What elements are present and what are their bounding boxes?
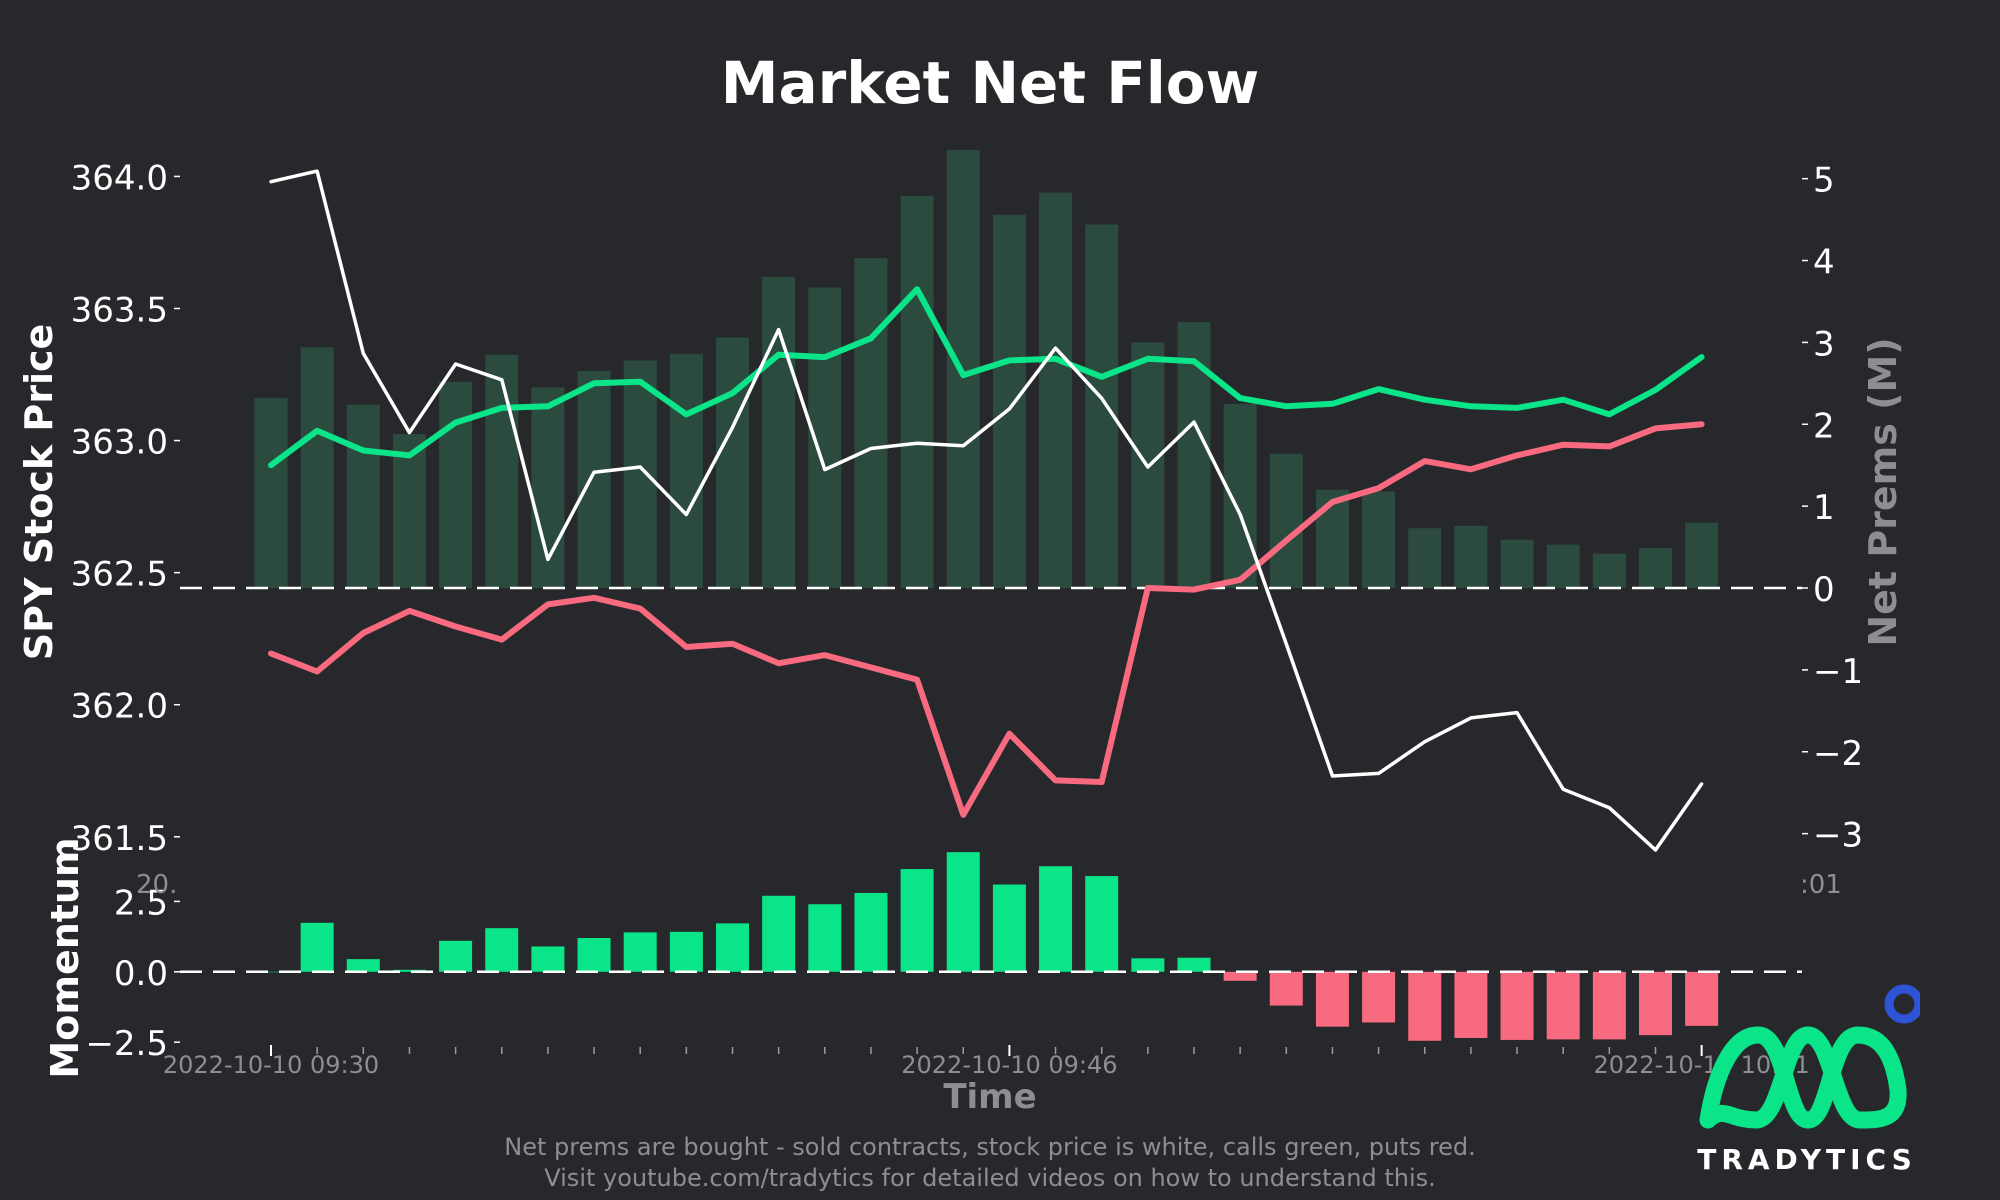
momentum-bars	[254, 852, 1719, 1041]
net-prems-bar	[439, 381, 473, 589]
price-tick-label: 363.0	[71, 423, 168, 463]
momentum-bar	[300, 922, 334, 972]
momentum-bar	[716, 923, 749, 972]
net-prems-bar	[1039, 192, 1073, 589]
momentum-bar	[1408, 971, 1442, 1041]
prems-tick-label: 0	[1813, 570, 1835, 610]
net-prems-bar	[854, 258, 888, 589]
net-prems-bar	[346, 404, 380, 589]
momentum-bar	[346, 959, 380, 972]
momentum-bar	[439, 940, 473, 972]
momentum-bar	[669, 931, 703, 972]
prems-tick-label: −3	[1813, 816, 1863, 856]
clipped-label-right: :01	[1800, 870, 1842, 900]
x-axis-label: Time	[943, 1077, 1036, 1117]
momentum-bar	[1315, 971, 1349, 1027]
brand-name: TRADYTICS	[1697, 1143, 1917, 1176]
momentum-bar	[1500, 971, 1534, 1040]
zero-lines	[180, 586, 1802, 974]
net-prems-bar	[1546, 544, 1580, 589]
momentum-bar	[1685, 971, 1719, 1026]
momentum-bar	[1223, 971, 1257, 981]
momentum-bar	[1639, 971, 1672, 1036]
net-prems-bar	[392, 434, 426, 589]
momentum-tick-label: −2.5	[85, 1024, 168, 1064]
net-prems-bar	[1085, 224, 1119, 589]
momentum-bar	[854, 892, 888, 972]
net-prems-bar	[1223, 403, 1257, 589]
momentum-bar	[900, 869, 934, 972]
momentum-bar	[1546, 971, 1580, 1040]
footnote-line-1: Net prems are bought - sold contracts, s…	[504, 1133, 1476, 1161]
net-prems-bar	[1592, 553, 1626, 589]
momentum-bar	[762, 895, 796, 972]
net-prems-bar	[577, 371, 611, 589]
momentum-bar	[808, 904, 842, 972]
net-prems-bar	[762, 276, 796, 589]
net-prems-bar	[623, 360, 657, 589]
series-lines	[268, 169, 1705, 852]
net-prems-bar	[900, 195, 934, 589]
x-tick-label: 2022-10-10 09:30	[163, 1051, 379, 1079]
tradytics-logo-icon	[1699, 984, 1920, 1129]
net-prems-bar	[1315, 489, 1349, 589]
y-axis-label-price: SPY Stock Price	[17, 324, 61, 661]
momentum-bar	[623, 932, 657, 972]
momentum-bar	[1085, 876, 1119, 972]
puts-line	[268, 421, 1705, 818]
y-axis-label-momentum: Momentum	[43, 837, 87, 1078]
net-prems-bar	[716, 337, 749, 589]
momentum-bar	[946, 852, 980, 972]
net-prems-bar	[992, 214, 1026, 589]
x-tick-label: 2022-10-10 09:46	[901, 1051, 1117, 1079]
price-tick-label: 364.0	[71, 158, 168, 198]
momentum-bar	[254, 971, 288, 973]
prems-tick-label: 5	[1813, 161, 1835, 201]
price-tick-label: 361.5	[71, 819, 168, 859]
net-prems-bar	[254, 398, 288, 589]
net-prems-bar	[1454, 525, 1488, 589]
net-prems-bar	[669, 353, 703, 589]
price-line	[269, 169, 1704, 852]
net-prems-bar	[1685, 522, 1719, 589]
prems-tick-label: 2	[1813, 406, 1835, 446]
net-prems-bar	[1408, 528, 1442, 589]
net-prems-bar	[300, 347, 334, 589]
momentum-tick-label: 2.5	[114, 883, 168, 923]
footnote-line-2: Visit youtube.com/tradytics for detailed…	[544, 1164, 1436, 1192]
prems-tick-label: 1	[1813, 488, 1835, 528]
prems-tick-label: 3	[1813, 324, 1835, 364]
price-tick-label: 363.5	[71, 290, 168, 330]
axes: 364.0 363.5 363.0 362.5 362.0 361.5 5 4 3 2 1 0 −1 −2…	[71, 158, 1863, 1079]
prems-tick-label: 4	[1813, 243, 1835, 283]
chart-title: Market Net Flow	[721, 49, 1259, 117]
momentum-bar	[1039, 866, 1073, 972]
net-prems-bar	[485, 354, 519, 589]
momentum-bar	[1177, 957, 1211, 972]
momentum-bar	[577, 938, 611, 972]
prems-tick-label: −1	[1813, 652, 1863, 692]
clipped-label-left: 20.	[136, 870, 177, 900]
price-tick-label: 362.0	[71, 687, 168, 727]
momentum-tick-label: 0.0	[114, 954, 168, 994]
net-prems-bar	[1362, 491, 1396, 589]
net-prems-bar	[1500, 539, 1534, 589]
momentum-bar	[992, 884, 1026, 972]
net-prems-bar	[1639, 547, 1672, 589]
net-prems-bars	[254, 150, 1719, 589]
momentum-bar	[392, 969, 426, 972]
momentum-bar	[485, 928, 519, 972]
net-prems-bar	[1269, 453, 1303, 589]
momentum-bar	[1592, 971, 1626, 1040]
momentum-bar	[1362, 971, 1396, 1023]
y-axis-label-net-prems: Net Prems (M)	[1861, 337, 1905, 646]
momentum-bar	[1131, 958, 1165, 972]
momentum-bar	[1454, 971, 1488, 1038]
logo-dot-icon	[1884, 984, 1920, 1024]
momentum-bar	[1269, 971, 1303, 1006]
momentum-bar	[531, 946, 565, 972]
price-tick-label: 362.5	[71, 555, 168, 595]
prems-tick-label: −2	[1813, 734, 1863, 774]
